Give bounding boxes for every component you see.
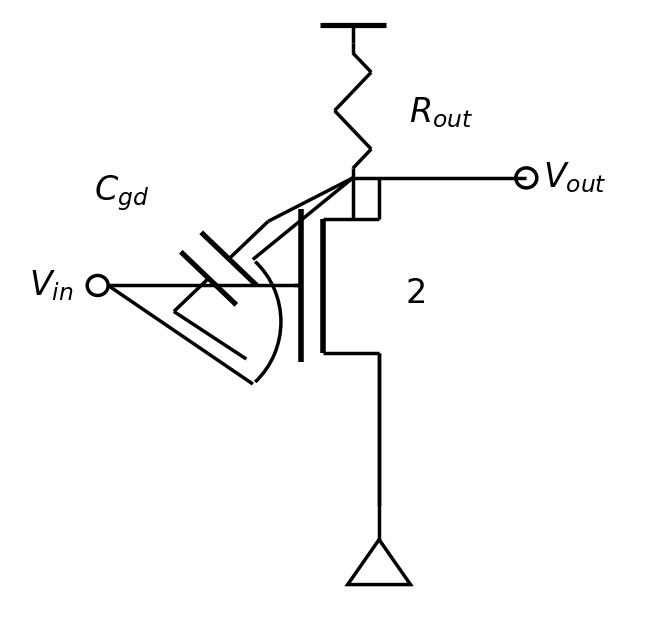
Text: $2$: $2$ xyxy=(405,277,425,310)
Text: $R_{out}$: $R_{out}$ xyxy=(409,95,473,129)
Text: $V_{in}$: $V_{in}$ xyxy=(29,268,73,303)
Text: $V_{out}$: $V_{out}$ xyxy=(543,160,607,195)
Text: $C_{gd}$: $C_{gd}$ xyxy=(94,174,149,213)
